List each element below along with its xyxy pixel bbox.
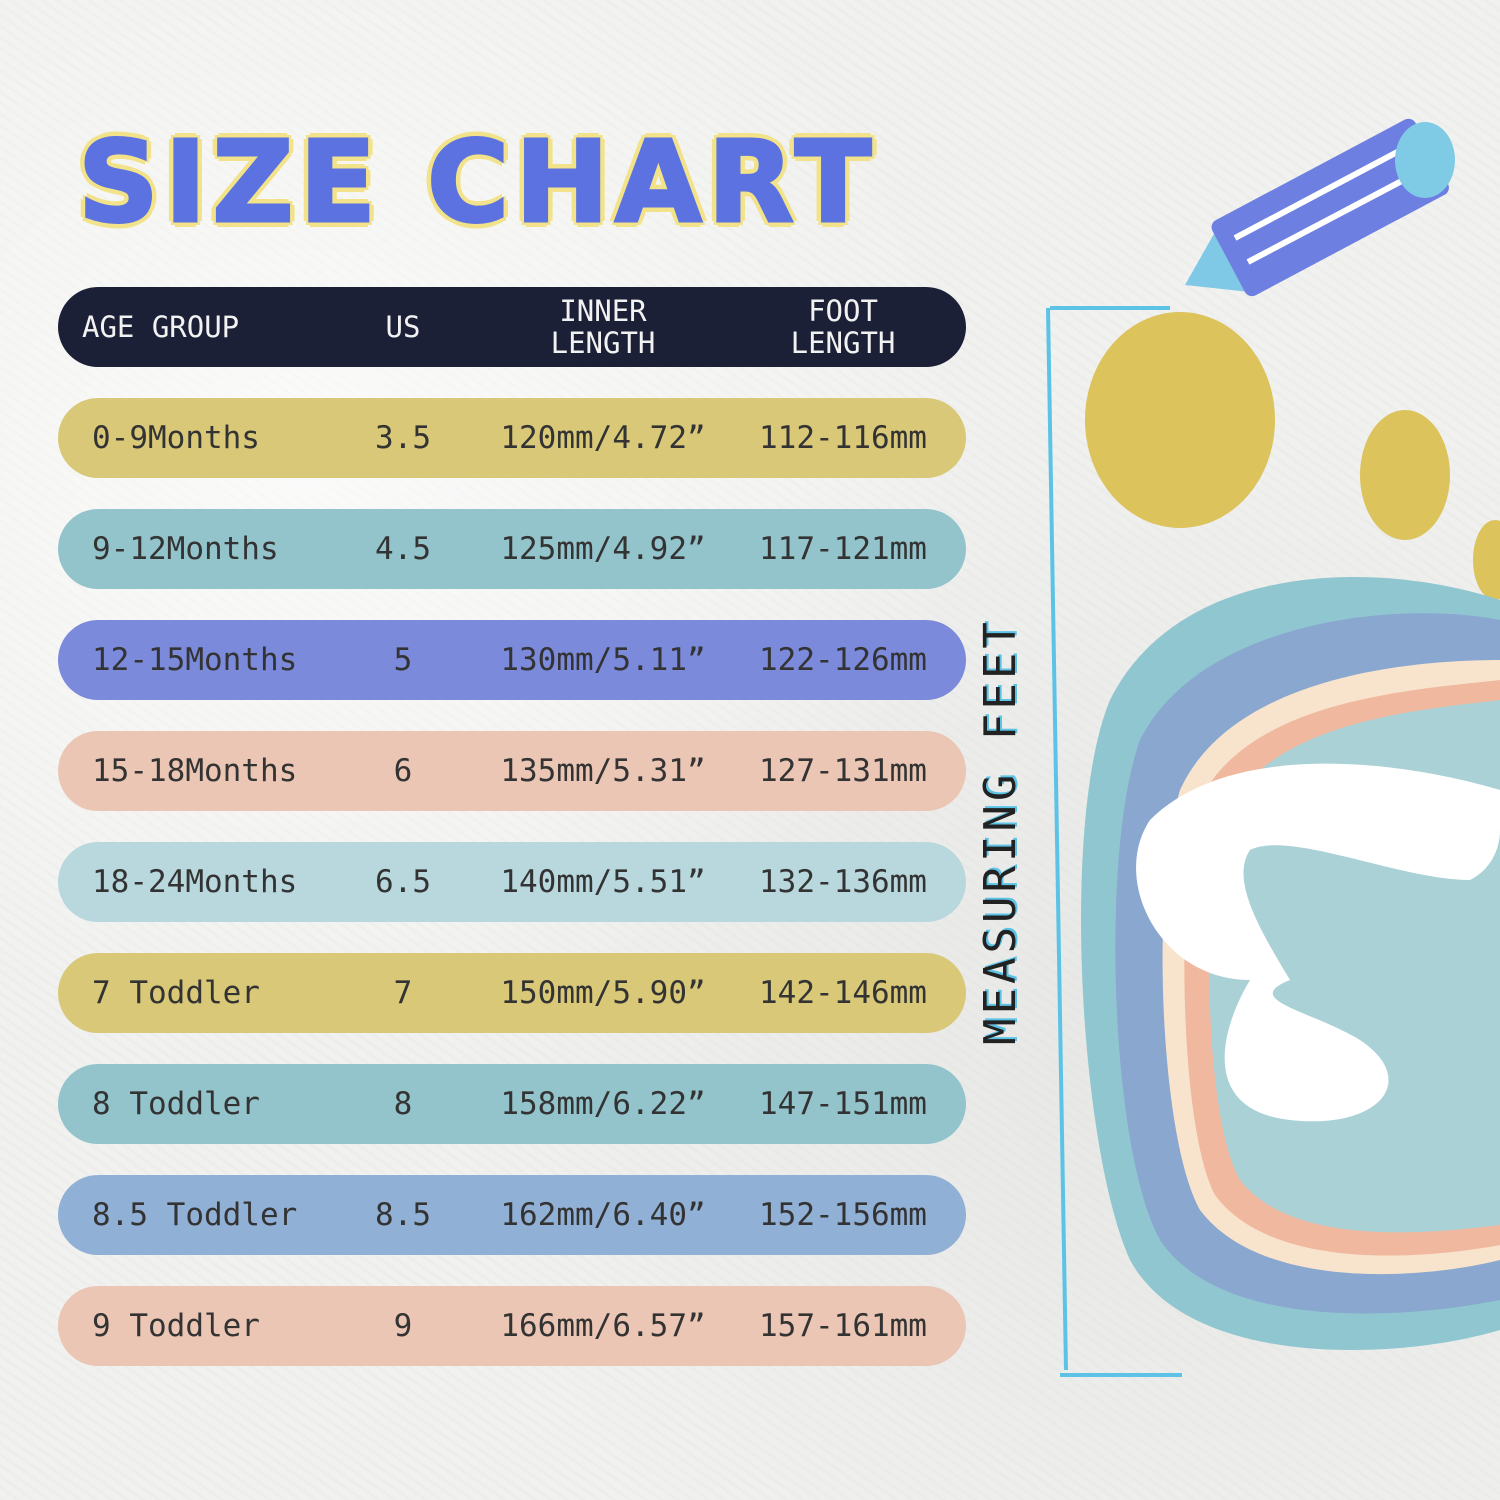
foot-length-cell: 117-121mm (759, 531, 927, 567)
inner-length-cell: 130mm/5.11” (500, 642, 706, 678)
us-size-cell: 3.5 (375, 420, 431, 456)
inner-length-cell: 158mm/6.22” (500, 1086, 706, 1122)
table-row: 15-18Months 6 135mm/5.31” 127-131mm (58, 731, 966, 811)
us-size-cell: 9 (393, 1308, 413, 1344)
table-row: 9-12Months 4.5 125mm/4.92” 117-121mm (58, 509, 966, 589)
foot-length-cell: 127-131mm (759, 753, 927, 789)
table-row: 9 Toddler 9 166mm/6.57” 157-161mm (58, 1286, 966, 1366)
inner-length-cell: 135mm/5.31” (500, 753, 706, 789)
foot-length-cell: 147-151mm (759, 1086, 927, 1122)
table-header: AGE GROUP US INNER LENGTH FOOT LENGTH (58, 287, 966, 367)
age-cell: 9-12Months (92, 531, 279, 567)
inner-length-cell: 125mm/4.92” (500, 531, 706, 567)
age-cell: 12-15Months (92, 642, 298, 678)
foot-length-cell: 132-136mm (759, 864, 927, 900)
toe-shapes (1085, 312, 1500, 600)
age-cell: 0-9Months (92, 420, 260, 456)
us-size-cell: 6.5 (375, 864, 431, 900)
header-inner-length: INNER LENGTH (550, 294, 656, 360)
foot-length-cell: 112-116mm (759, 420, 927, 456)
header-us: US (385, 310, 421, 344)
header-foot-length: FOOT LENGTH (790, 294, 896, 360)
age-cell: 15-18Months (92, 753, 298, 789)
table-row: 8.5 Toddler 8.5 162mm/6.40” 152-156mm (58, 1175, 966, 1255)
age-cell: 18-24Months (92, 864, 298, 900)
age-cell: 9 Toddler (92, 1308, 260, 1344)
age-cell: 8 Toddler (92, 1086, 260, 1122)
table-row: 12-15Months 5 130mm/5.11” 122-126mm (58, 620, 966, 700)
age-cell: 7 Toddler (92, 975, 260, 1011)
foot-length-cell: 122-126mm (759, 642, 927, 678)
page-title: SIZE CHART (76, 117, 878, 250)
footprint-shape (1081, 576, 1500, 1351)
ruler-bracket (1046, 306, 1182, 1377)
us-size-cell: 6 (393, 753, 413, 789)
inner-length-cell: 120mm/4.72” (500, 420, 706, 456)
age-cell: 8.5 Toddler (92, 1197, 298, 1233)
us-size-cell: 8.5 (375, 1197, 431, 1233)
table-row: 0-9Months 3.5 120mm/4.72” 112-116mm (58, 398, 966, 478)
inner-length-cell: 166mm/6.57” (500, 1308, 706, 1344)
foot-length-cell: 157-161mm (759, 1308, 927, 1344)
inner-length-cell: 150mm/5.90” (500, 975, 706, 1011)
table-row: 8 Toddler 8 158mm/6.22” 147-151mm (58, 1064, 966, 1144)
table-row: 7 Toddler 7 150mm/5.90” 142-146mm (58, 953, 966, 1033)
us-size-cell: 8 (393, 1086, 413, 1122)
us-size-cell: 5 (393, 642, 413, 678)
header-age-group: AGE GROUP (82, 310, 240, 344)
us-size-cell: 4.5 (375, 531, 431, 567)
measuring-feet-label: MEASURING FEET (975, 618, 1026, 1045)
inner-length-cell: 140mm/5.51” (500, 864, 706, 900)
table-row: 18-24Months 6.5 140mm/5.51” 132-136mm (58, 842, 966, 922)
foot-length-cell: 142-146mm (759, 975, 927, 1011)
us-size-cell: 7 (393, 975, 413, 1011)
foot-length-cell: 152-156mm (759, 1197, 927, 1233)
inner-length-cell: 162mm/6.40” (500, 1197, 706, 1233)
pencil-icon (1185, 118, 1455, 297)
